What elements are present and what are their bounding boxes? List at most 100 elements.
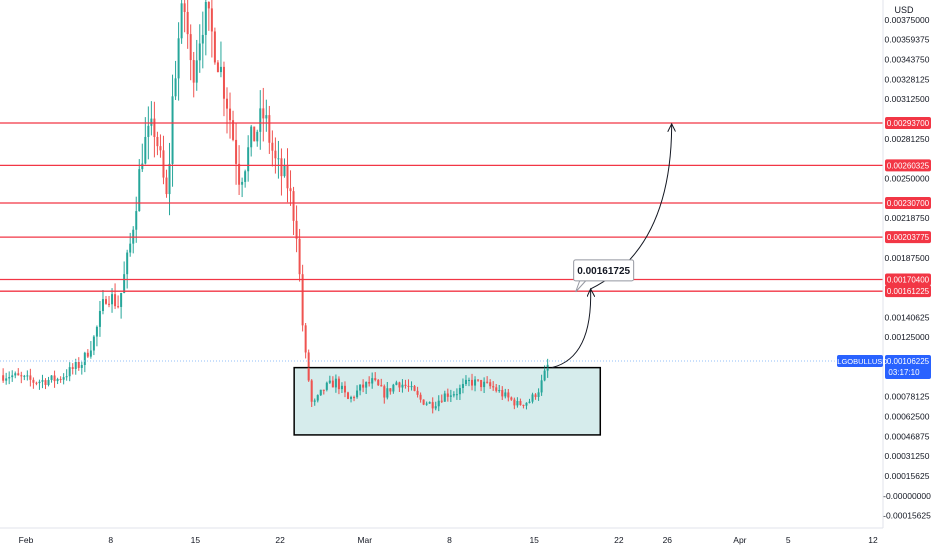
level-price-badge <box>885 117 931 129</box>
candle-body <box>138 169 141 212</box>
candle-body <box>407 385 410 387</box>
candle-body <box>310 380 313 402</box>
candle-body <box>95 326 98 337</box>
candle-body <box>455 394 458 396</box>
candle-body <box>489 382 492 387</box>
candle-body <box>431 402 434 409</box>
candle-body <box>283 165 286 177</box>
candle-body <box>298 238 301 275</box>
candle-body <box>334 378 337 388</box>
candle-body <box>519 400 522 405</box>
candle-body <box>377 380 380 386</box>
candle-body <box>510 397 513 400</box>
candle-body <box>498 390 501 392</box>
candle-body <box>235 139 238 164</box>
candle-body <box>474 379 477 386</box>
consolidation-box <box>293 366 602 436</box>
price-tick-label: 0.00375000 <box>885 15 930 25</box>
candle-body <box>374 378 377 381</box>
price-tick-label: 0.00343750 <box>885 54 930 64</box>
candle-body <box>195 60 198 83</box>
candle-body <box>280 158 283 177</box>
candle-body <box>8 377 11 379</box>
price-tick-label: 0.00031250 <box>885 451 930 461</box>
level-price-badge-text: 0.00170400 <box>887 276 930 285</box>
projection-label-box <box>573 259 635 282</box>
candle-body <box>410 386 413 388</box>
candle-body <box>35 382 38 384</box>
candle-body <box>32 379 35 383</box>
candle-body <box>219 66 222 73</box>
candle-body <box>383 386 386 398</box>
candle-body <box>458 388 461 395</box>
candle-body <box>232 120 235 140</box>
candle-body <box>141 163 144 170</box>
candle-body <box>198 43 201 61</box>
candle-body <box>343 385 346 393</box>
candle-body <box>365 382 368 388</box>
candle-body <box>492 386 495 388</box>
candle-body <box>480 380 483 388</box>
time-tick-label: 8 <box>447 535 452 545</box>
candle-body <box>404 384 407 386</box>
candle-body <box>516 400 519 406</box>
candle-body <box>86 352 89 357</box>
candle-body <box>189 34 192 61</box>
candle-body <box>504 392 507 397</box>
candle-body <box>428 402 431 404</box>
time-tick-label: 15 <box>529 535 539 545</box>
price-tick-label: 0.00046875 <box>885 431 930 441</box>
time-tick-label: 15 <box>191 535 201 545</box>
candle-body <box>53 375 56 382</box>
candle-body <box>483 381 486 388</box>
resistance-levels <box>0 122 883 362</box>
price-tick-label: 0.00218750 <box>885 213 930 223</box>
candle-body <box>117 306 120 308</box>
candle-body <box>337 378 340 390</box>
candle-body <box>244 171 247 182</box>
candle-body <box>368 382 371 384</box>
candle-body <box>395 382 398 385</box>
candle-body <box>207 1 210 9</box>
time-tick-label: 12 <box>868 535 878 545</box>
candle-body <box>123 274 126 293</box>
candle-body <box>461 384 464 389</box>
candle-body <box>165 177 168 195</box>
price-tick-label: 0.00312500 <box>885 94 930 104</box>
candle-body <box>120 292 123 307</box>
price-axis[interactable]: 0.00375000 0.00359375 0.00343750 0.00328125… <box>883 15 931 521</box>
candle-body <box>259 108 262 132</box>
time-axis[interactable]: Feb 8 15 22 Mar 8 15 22 26 Apr 5 12 <box>19 535 878 545</box>
candle-body <box>353 397 356 399</box>
candle-body <box>65 376 68 378</box>
candle-body <box>446 393 449 397</box>
candle-body <box>398 382 401 388</box>
candle-body <box>350 397 353 399</box>
candle-body <box>201 34 204 44</box>
candle-body <box>256 131 259 142</box>
candle-body <box>419 394 422 400</box>
candle-body <box>316 395 319 401</box>
last-price-text: 0.00106225 <box>887 357 930 366</box>
candle-body <box>77 361 80 368</box>
candle-body <box>183 3 186 12</box>
candle-body <box>101 299 104 311</box>
candle-body <box>41 380 44 382</box>
candle-body <box>543 370 546 381</box>
candle-body <box>213 31 216 63</box>
candle-body <box>477 379 480 381</box>
candle-body <box>162 150 165 178</box>
price-tick-label: 0.00015625 <box>885 471 930 481</box>
candle-body <box>186 11 189 35</box>
candle-body <box>401 384 404 388</box>
candle-body <box>413 386 416 391</box>
candle-body <box>301 274 304 326</box>
price-tick-label: 0.00078125 <box>885 392 930 402</box>
candle-body <box>531 394 534 402</box>
candle-body <box>92 336 95 351</box>
candle-body <box>62 377 65 380</box>
level-price-badge-text: 0.00230700 <box>887 199 930 208</box>
candle-body <box>225 98 228 109</box>
